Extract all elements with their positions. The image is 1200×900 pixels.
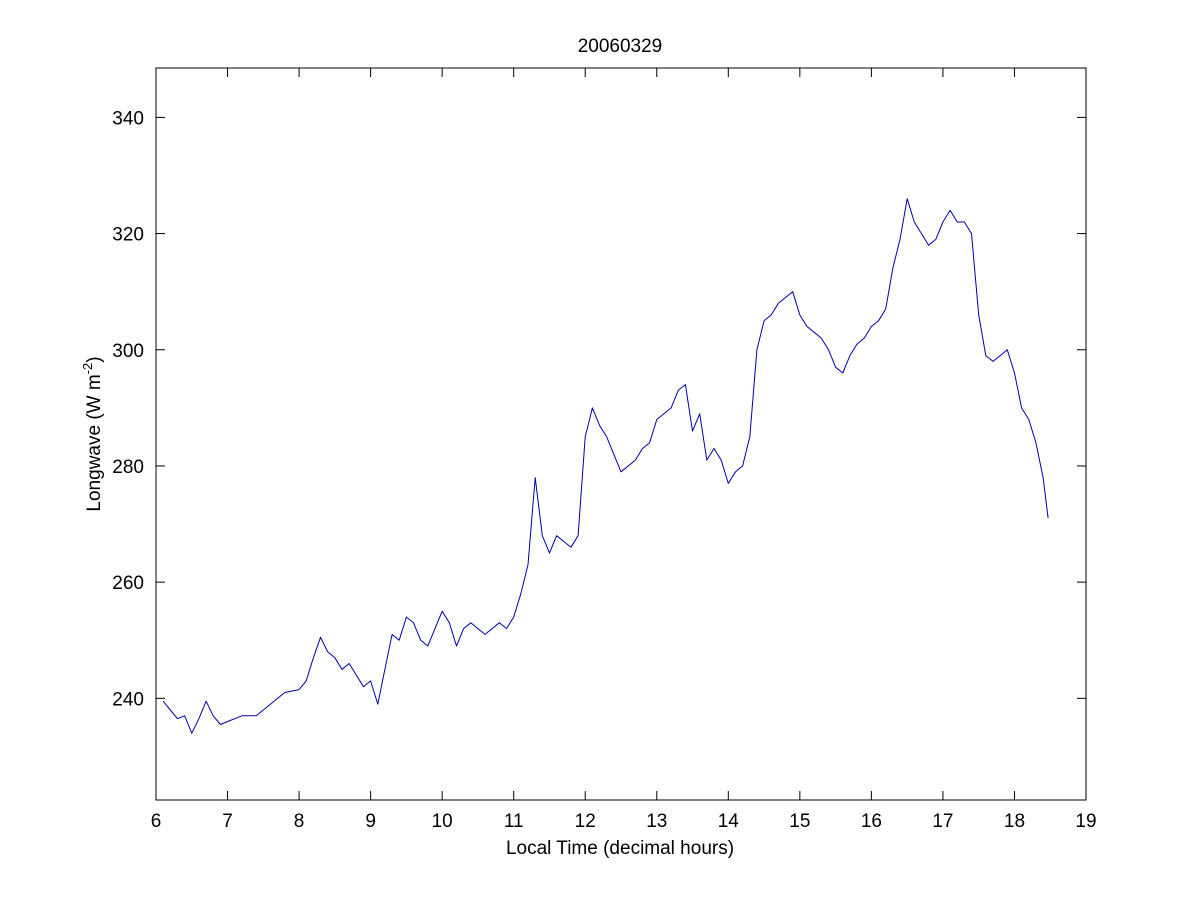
plot-area: 6 7 8 9 10 11 12 13 14 15 16 17 18 19 240 260 280 300 320… — [112, 67, 1097, 832]
y-tick-label: 340 — [112, 108, 144, 129]
y-axis-label-main: Longwave (W m — [84, 374, 105, 511]
y-tick-label: 240 — [112, 689, 144, 710]
y-tick-label: 280 — [112, 457, 144, 478]
chart-title: 20060329 — [578, 36, 663, 57]
x-tick-label: 19 — [1075, 811, 1096, 832]
y-axis-label: Longwave (W m-2) — [80, 356, 105, 511]
x-tick-label: 15 — [789, 811, 810, 832]
y-axis-label-suffix: ) — [84, 356, 105, 362]
x-tick-label: 9 — [365, 811, 376, 832]
x-tick-label: 10 — [432, 811, 453, 832]
y-tick-label: 260 — [112, 573, 144, 594]
x-tick-label: 7 — [222, 811, 233, 832]
series-layer — [162, 198, 1049, 734]
x-tick-label: 13 — [646, 811, 667, 832]
x-tick-label: 6 — [151, 811, 162, 832]
x-tick-label: 18 — [1004, 811, 1025, 832]
x-tick-label: 11 — [504, 811, 524, 832]
x-tick-label: 12 — [575, 811, 596, 832]
series-line — [162, 198, 1049, 734]
x-axis-ticks: 6 7 8 9 10 11 12 13 14 15 16 17 18 19 — [151, 68, 1097, 832]
y-axis-ticks: 240 260 280 300 320 340 — [112, 108, 1086, 710]
x-tick-label: 14 — [718, 811, 740, 832]
y-tick-label: 320 — [112, 225, 144, 246]
x-tick-label: 8 — [294, 811, 305, 832]
x-tick-label: 17 — [932, 811, 953, 832]
y-axis-label-superscript: -2 — [80, 363, 95, 375]
y-tick-label: 300 — [112, 341, 144, 362]
x-tick-label: 16 — [861, 811, 882, 832]
x-axis-label: Local Time (decimal hours) — [506, 838, 734, 859]
plot-frame — [155, 67, 1087, 801]
